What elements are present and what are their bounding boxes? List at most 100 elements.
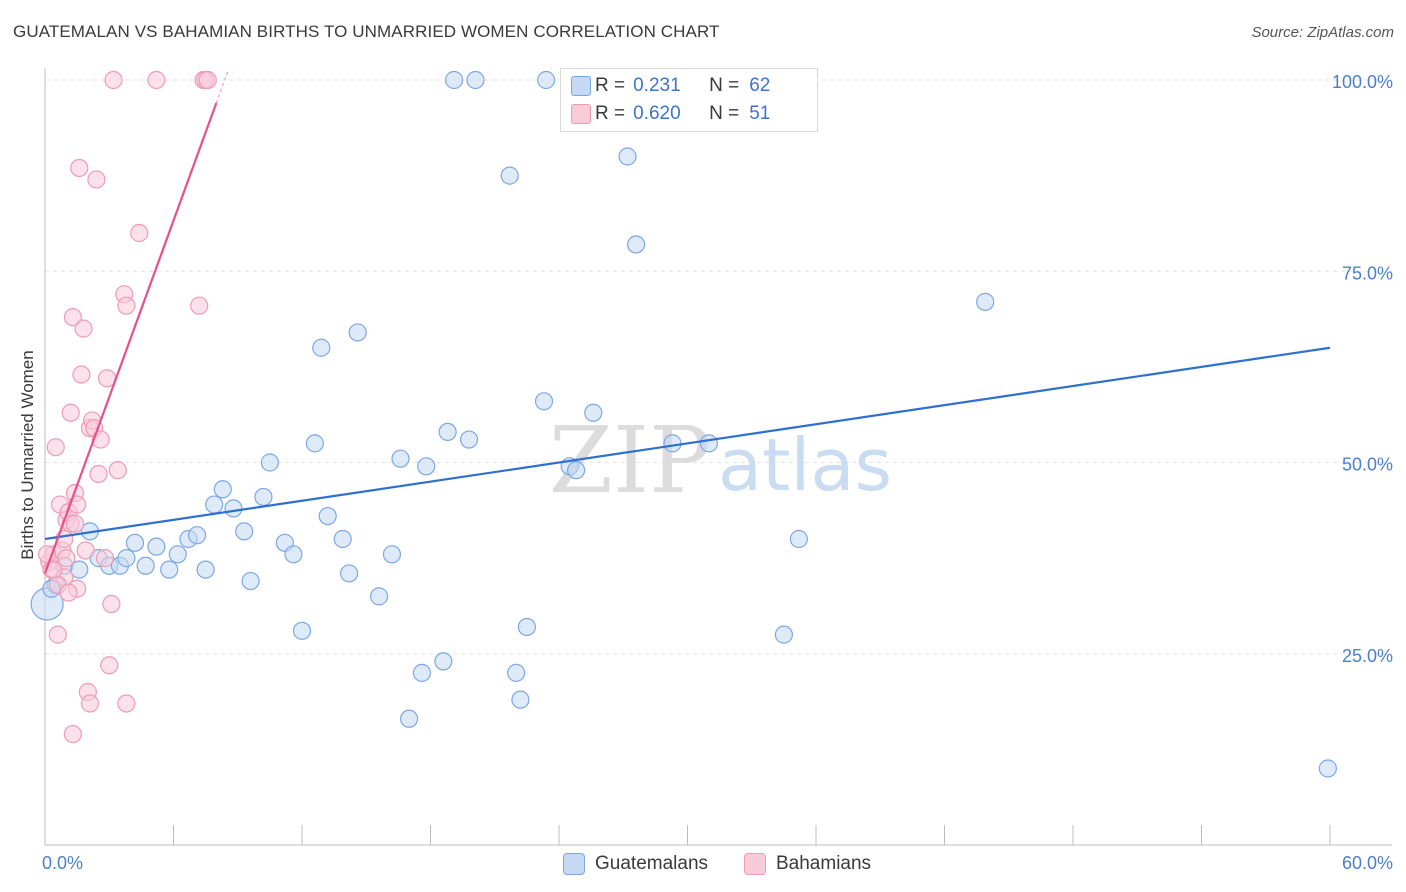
guatemalan-point [136,556,155,575]
y-tick-label: 75.0% [1342,263,1393,283]
bahamian-point [117,694,136,713]
bahamian-point [89,464,108,484]
guatemalan-point [399,709,419,728]
x-tick-label: 60.0% [1342,853,1393,873]
guatemalan-point [391,449,410,468]
bahamian-trend-line [43,102,218,574]
y-axis-label: Births to Unmarried Women [18,350,37,559]
x-tick-labels: 0.0% 60.0% [42,853,1393,873]
guatemalan-point [444,70,464,90]
guatemalan-point [168,545,187,564]
bahamian-point [68,495,87,514]
bahamian-point [87,170,106,189]
bahamian-point [198,70,217,90]
guatemalan-point [382,545,402,564]
bahamian-point [46,438,65,457]
bahamian-point [74,319,93,338]
guatemalan-point [517,617,536,637]
guatemalan-trend-line [44,346,1331,541]
guatemalan-point [507,663,526,682]
y-tick-labels: 25.0% 50.0% 75.0% 100.0% [1332,72,1393,666]
legend-n-label: N = [709,75,740,96]
guatemalan-point [699,434,719,453]
guatemalan-point [284,545,303,564]
chart-title: GUATEMALAN VS BAHAMIAN BIRTHS TO UNMARRI… [13,22,720,41]
legend-r-label: R = [595,103,626,124]
guatemalan-point [663,434,682,453]
bahamian-point [44,560,63,579]
guatemalan-point [312,338,331,357]
y-tick-label: 50.0% [1342,455,1393,475]
legend-swatch-pink [571,104,591,124]
bahamian-trend-extension [215,70,229,104]
bahamian-point [117,296,136,315]
grid [45,79,1392,655]
bahamian-point [72,365,91,384]
guatemalan-point [260,453,279,472]
guatemalan-point [412,663,432,682]
watermark-atlas: atlas [718,423,892,507]
legend-r-label: R = [595,75,626,96]
watermark: ZIP atlas [549,407,892,514]
bahamian-point [70,158,89,178]
correlation-legend: R = 0.231 N = 62 R = 0.620 N = 51 [560,68,818,132]
guatemalan-point [626,235,646,254]
bahamian-point [104,70,123,90]
bahamian-point [130,223,149,243]
trend-lines [43,70,1331,574]
bahamian-point [102,594,121,614]
guatemalan-point [340,564,359,583]
bahamian-point [48,625,67,644]
guatemalan-point [459,430,479,449]
guatemalan-point [466,70,485,90]
guatemalan-point [235,522,254,541]
bahamian-point [95,549,115,568]
bahamian-point [100,656,119,675]
guatemalan-point [305,434,324,453]
bahamian-point [108,461,127,480]
legend-r-value: 0.231 [633,75,681,96]
guatemalan-point [789,529,808,549]
guatemalan-point [774,625,793,644]
series-label-guatemalans: Guatemalans [595,853,709,874]
series-swatch-bahamians [744,853,766,875]
guatemalan-point [567,461,586,480]
guatemalan-point [241,571,260,591]
guatemalan-point [292,621,312,640]
series-swatch-guatemalans [563,853,585,875]
source-label: Source: ZipAtlas.com [1251,24,1394,41]
guatemalan-point [370,587,389,606]
bahamian-point [76,541,95,560]
bahamian-point [80,694,100,713]
bahamian-point [59,583,78,602]
guatemalan-point [213,480,232,499]
guatemalan-point [160,560,179,579]
guatemalan-point [224,499,243,518]
bahamian-point [190,296,209,315]
y-tick-label: 100.0% [1332,72,1393,92]
legend-r-value: 0.620 [633,103,681,124]
guatemalan-point [584,403,603,422]
axes [44,68,1392,846]
guatemalan-point [511,690,530,709]
guatemalan-point [187,526,207,545]
guatemalan-point [196,560,215,579]
guatemalan-point [976,292,995,311]
guatemalan-point [70,560,89,579]
bahamian-point [63,308,82,327]
guatemalan-point [417,457,436,476]
guatemalan-point [318,506,337,526]
guatemalan-point [618,147,637,166]
guatemalan-point [348,323,367,342]
bahamian-point [65,514,85,533]
bahamian-point [63,724,82,744]
guatemalan-point [438,422,457,441]
series-legend-bahamians: Bahamians [744,852,871,876]
guatemalan-point [205,495,224,514]
guatemalan-point [333,529,352,549]
series-legend-guatemalans: Guatemalans [563,852,708,876]
guatemalan-point [125,533,145,552]
y-tick-label: 25.0% [1342,646,1393,666]
guatemalan-point [537,70,556,90]
